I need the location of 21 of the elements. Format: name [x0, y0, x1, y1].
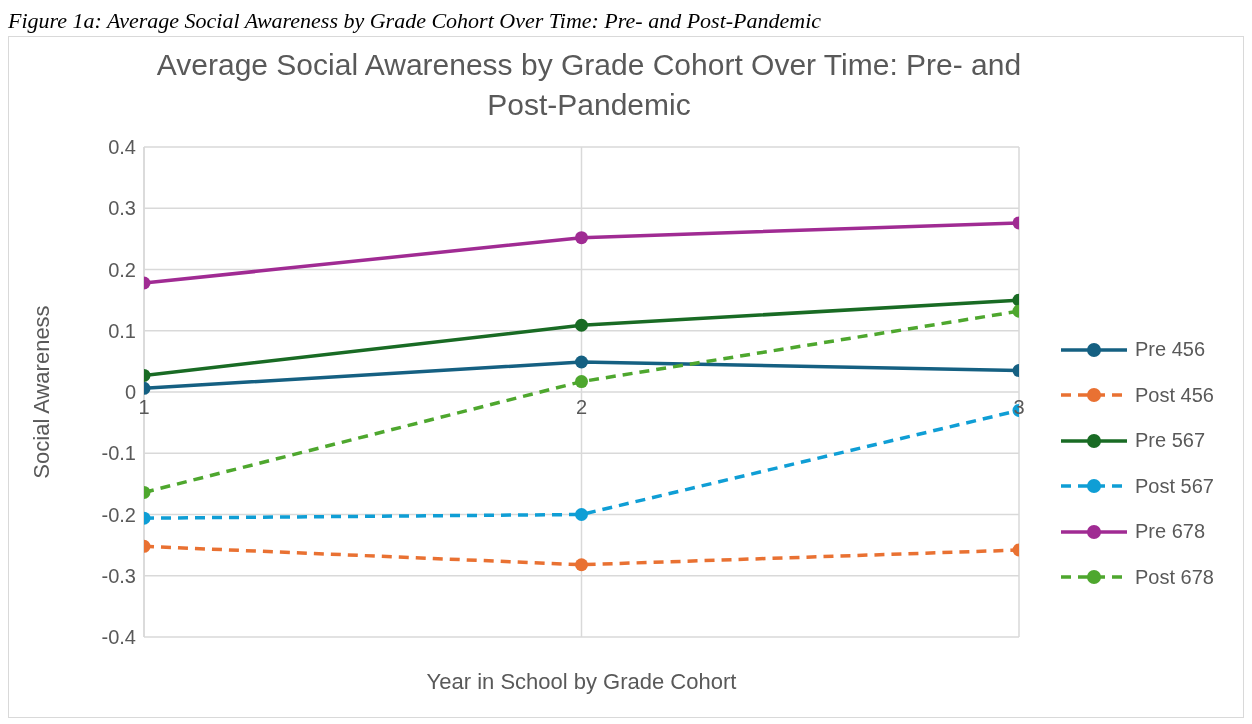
y-tick-label: 0.3 [108, 197, 136, 220]
x-axis-title: Year in School by Grade Cohort [426, 669, 737, 694]
caption: Figure 1a: Average Social Awareness by Grade Cohort Over Time: Pre- and Post-Pandemic [8, 8, 823, 34]
x-tick-label: 1 [138, 396, 150, 418]
legend-label: Post 456 [1135, 383, 1214, 407]
y-tick-label: 0.1 [108, 319, 136, 342]
y-axis-title: Social Awareness [28, 305, 54, 479]
chart-title: Average Social Awareness by Grade Cohort Over Time: Pre- and Post-Pandemic [155, 47, 1023, 123]
y-tick-label: -0.1 [101, 442, 136, 465]
legend-label: Pre 456 [1135, 338, 1206, 362]
y-tick-label: -0.3 [101, 564, 136, 587]
y-tick-label: 0 [124, 381, 136, 404]
legend-label: Post 567 [1135, 474, 1214, 498]
x-tick-label: 2 [575, 396, 588, 418]
legend-label: Pre 567 [1135, 429, 1206, 453]
legend-label: Pre 678 [1135, 520, 1206, 544]
y-tick-label: 0.4 [108, 136, 136, 159]
y-tick-label: -0.2 [101, 503, 136, 526]
legend-label: Post 678 [1135, 565, 1214, 589]
y-tick-label: 0.2 [108, 258, 136, 281]
y-tick-label: -0.4 [101, 626, 136, 649]
